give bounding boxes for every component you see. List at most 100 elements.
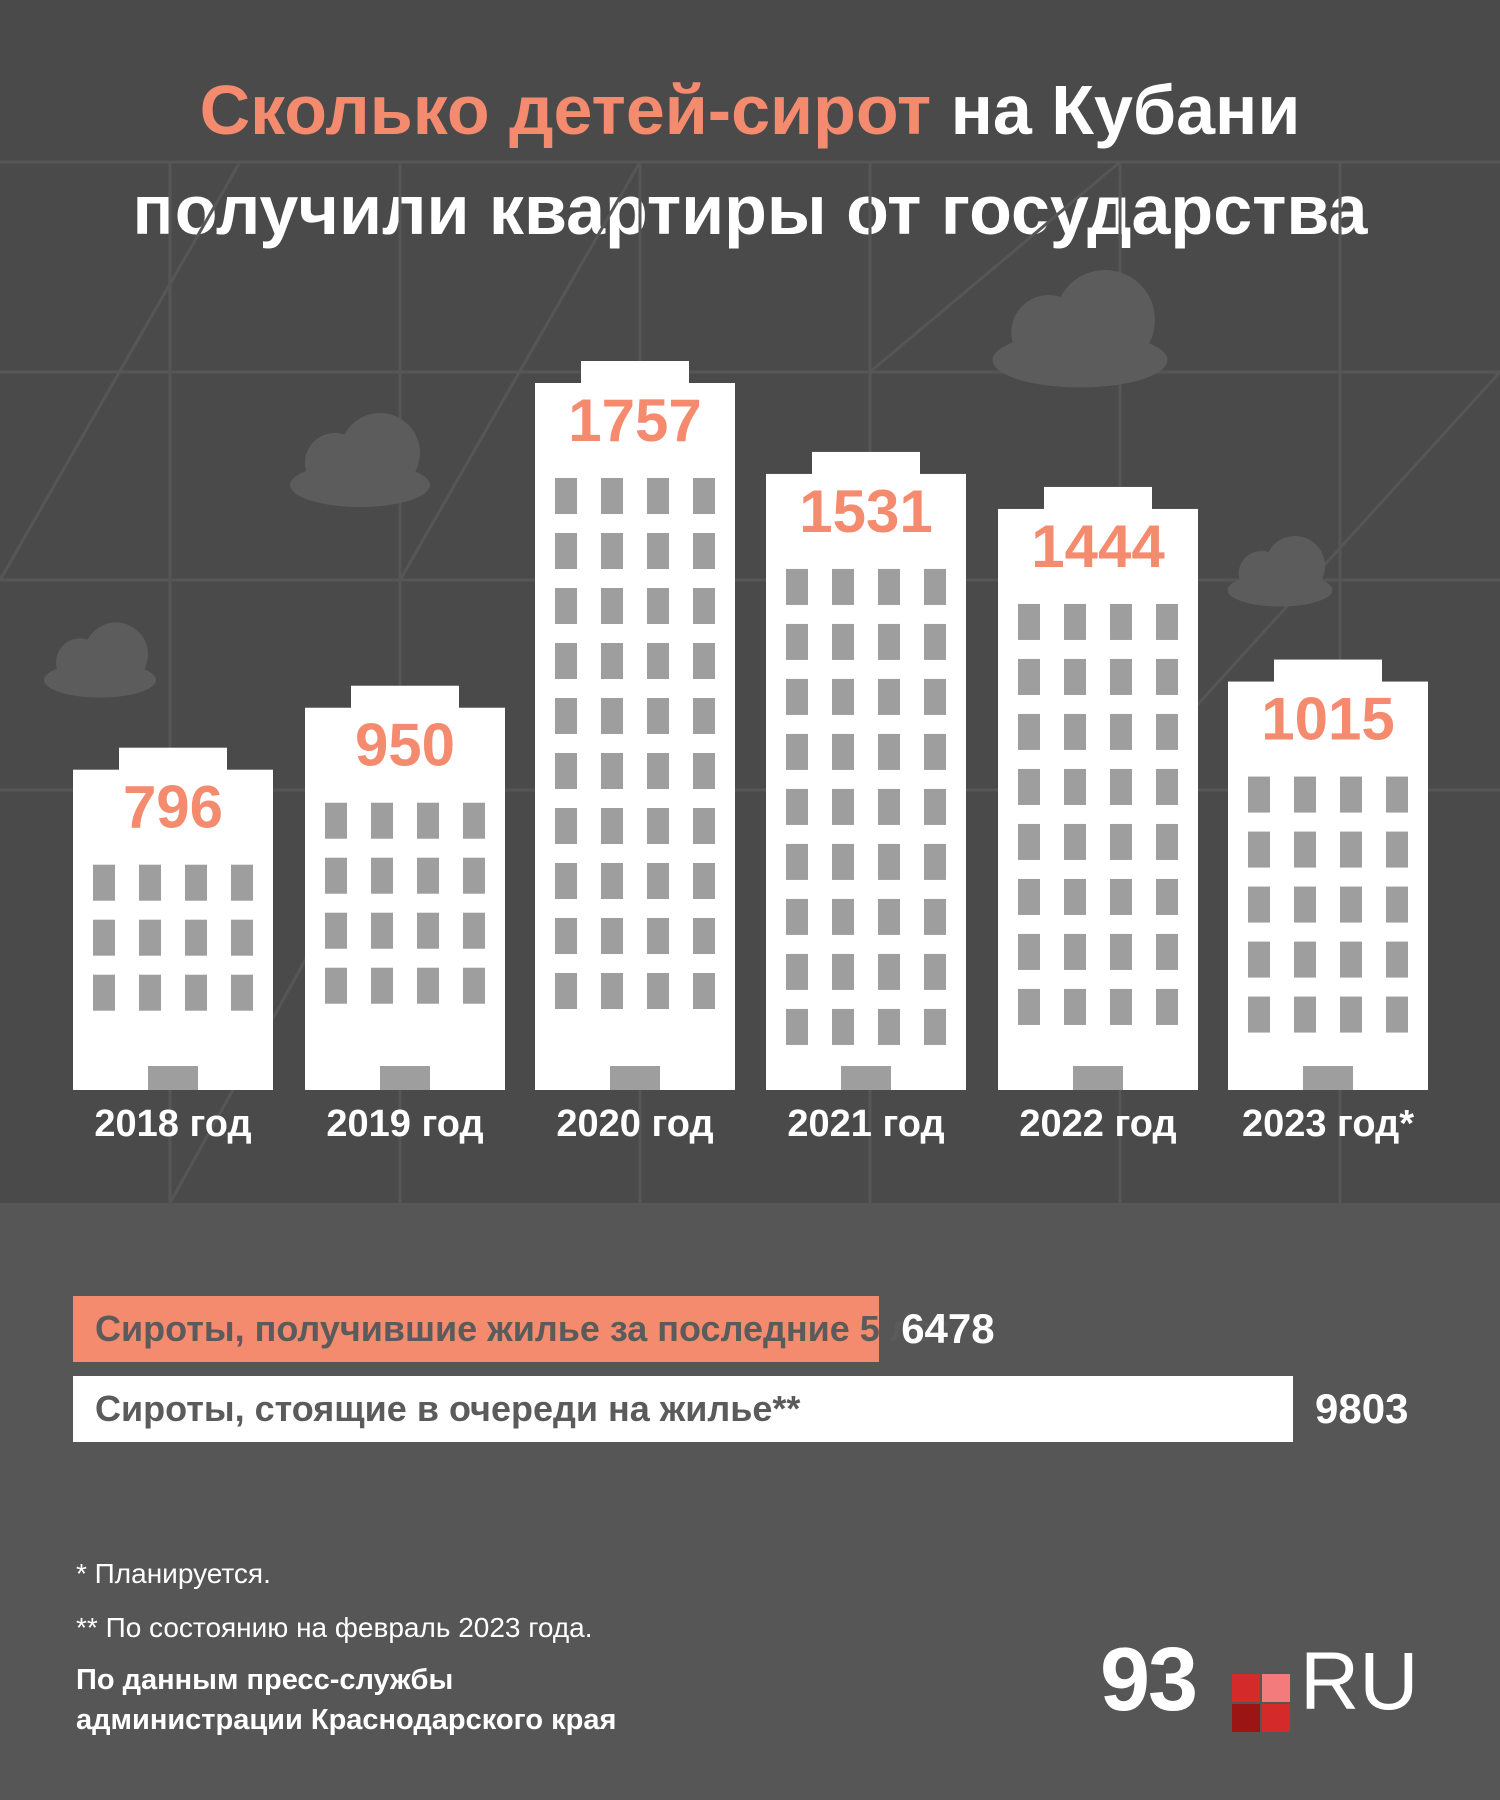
bar-window [1248, 886, 1270, 923]
bar-entrance [148, 1066, 198, 1090]
bar-window [601, 753, 623, 789]
bar-window [693, 808, 715, 844]
bar-window [693, 698, 715, 734]
bar-window [647, 698, 669, 734]
bar-window [601, 863, 623, 899]
cloud-icon [1227, 536, 1333, 607]
bar-window [878, 623, 900, 660]
bar-entrance [610, 1066, 660, 1090]
bar-window [1064, 713, 1086, 750]
bar-window [1064, 658, 1086, 695]
bar-roof [581, 361, 689, 384]
bar-window [832, 1008, 854, 1045]
bar-entrance [380, 1066, 430, 1090]
bar-window [555, 478, 577, 514]
bar-window [693, 588, 715, 624]
logo-square-2 [1262, 1674, 1290, 1702]
bar-window [878, 788, 900, 825]
bar-window [1156, 823, 1178, 860]
bar-window [231, 919, 253, 956]
bar-window [463, 912, 485, 949]
bar-window [924, 678, 946, 715]
bar-window [1018, 603, 1040, 640]
bar-window [1064, 933, 1086, 970]
bar-window [878, 678, 900, 715]
bar-window [139, 974, 161, 1011]
bar-window [1340, 776, 1362, 813]
bar-window [1110, 603, 1132, 640]
bar-window [786, 678, 808, 715]
bar-window [555, 918, 577, 954]
bar-building-1 [305, 685, 505, 1090]
bar-value-label: 796 [123, 774, 223, 841]
brand-logo: 93 RU [1100, 1630, 1420, 1732]
bar-window [1018, 933, 1040, 970]
bar-window [1018, 713, 1040, 750]
bar-window [878, 733, 900, 770]
bar-window [1110, 768, 1132, 805]
bar-window [693, 643, 715, 679]
page-title: Сколько детей-сирот на Кубани получили к… [0, 60, 1500, 260]
bar-window [1064, 878, 1086, 915]
comparison-value-received: 6478 [901, 1305, 995, 1352]
bar-window [878, 843, 900, 880]
source-note: По данным пресс-службы администрации Кра… [76, 1660, 616, 1740]
bar-window [601, 643, 623, 679]
logo-square-4 [1262, 1704, 1290, 1732]
bar-window [693, 478, 715, 514]
bar-window [1110, 658, 1132, 695]
bar-window [371, 967, 393, 1004]
bar-entrance [841, 1066, 891, 1090]
comparison-bar-queue: Сироты, стоящие в очереди на жилье** [73, 1376, 1293, 1442]
bar-building-2 [535, 361, 735, 1090]
bar-window [1156, 768, 1178, 805]
title-accent: Сколько детей-сирот [199, 71, 932, 149]
bar-window [647, 478, 669, 514]
bar-window [601, 698, 623, 734]
bar-window [647, 643, 669, 679]
bar-window [878, 568, 900, 605]
bar-window [1018, 878, 1040, 915]
bar-window [325, 912, 347, 949]
title-line-2: получили квартиры от государства [132, 171, 1368, 249]
bar-window [555, 973, 577, 1009]
bar-window [832, 733, 854, 770]
bar-window [1386, 776, 1408, 813]
category-label: 2021 год [787, 1103, 944, 1145]
bar-window [1156, 933, 1178, 970]
category-label: 2023 год* [1242, 1103, 1414, 1145]
bar-window [693, 533, 715, 569]
bar-window [555, 643, 577, 679]
bar-value-label: 950 [355, 712, 455, 779]
bar-window [1386, 886, 1408, 923]
bar-entrance [1303, 1066, 1353, 1090]
bar-roof [1274, 659, 1382, 683]
title-rest: на Кубани [931, 71, 1301, 149]
bar-window [139, 919, 161, 956]
bar-window [417, 912, 439, 949]
bar-window [1110, 933, 1132, 970]
bar-window [1156, 988, 1178, 1025]
bar-entrance [1073, 1066, 1123, 1090]
logo-square-1 [1232, 1674, 1260, 1702]
bar-window [371, 912, 393, 949]
bar-window [1340, 996, 1362, 1033]
bar-window [786, 1008, 808, 1045]
bar-window [647, 863, 669, 899]
bar-window [693, 863, 715, 899]
bar-window [463, 857, 485, 894]
comparison-bar-received: Сироты, получившие жилье за последние 5 … [73, 1296, 949, 1362]
bar-window [555, 753, 577, 789]
comparison-label-received: Сироты, получившие жилье за последние 5 … [95, 1308, 950, 1349]
bar-window [647, 533, 669, 569]
bar-window [832, 953, 854, 990]
bar-window [647, 808, 669, 844]
bar-window [1156, 713, 1178, 750]
bar-window [1064, 603, 1086, 640]
bar-window [693, 918, 715, 954]
bar-window [231, 974, 253, 1011]
bar-window [786, 898, 808, 935]
bar-window [1340, 941, 1362, 978]
bar-window [1340, 831, 1362, 868]
bar-window [647, 918, 669, 954]
